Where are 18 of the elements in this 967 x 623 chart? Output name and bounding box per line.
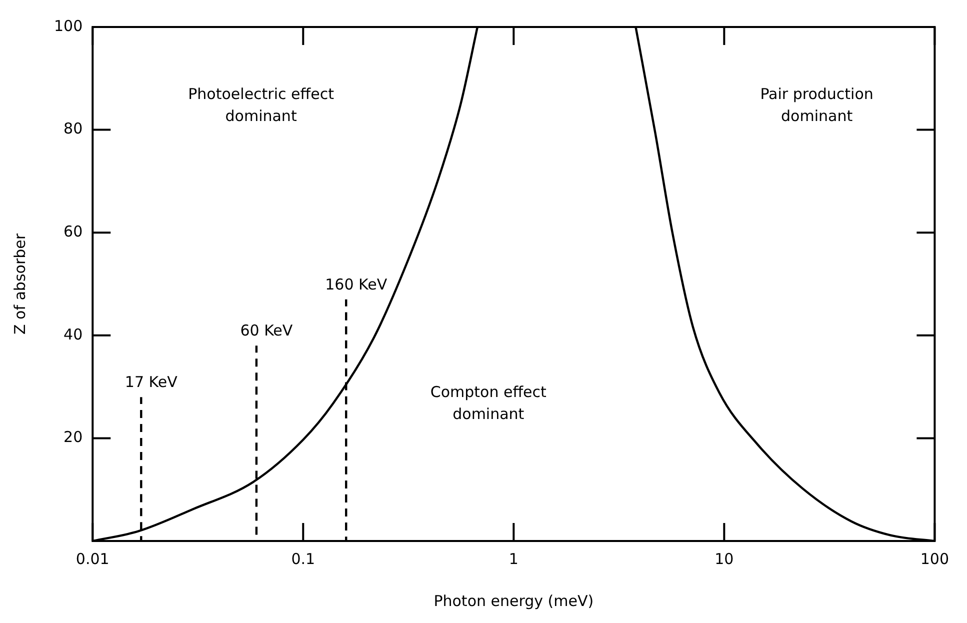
annotation: Photoelectric effect dominant <box>188 84 334 125</box>
annotation: 160 KeV <box>325 275 388 294</box>
y-tick-label: 80 <box>64 120 83 138</box>
y-tick-label: 60 <box>64 222 83 240</box>
x-tick-label: 10 <box>714 550 734 568</box>
x-tick-label: 0.1 <box>291 550 316 568</box>
y-tick-label: 40 <box>64 325 83 344</box>
annotation: 17 KeV <box>124 373 178 392</box>
y-tick-label: 100 <box>54 16 83 35</box>
x-tick-label: 0.01 <box>76 550 110 568</box>
x-tick-label: 1 <box>508 550 518 568</box>
x-axis-title: Photon energy (meV) <box>434 592 594 610</box>
annotation: Compton effect dominant <box>430 383 547 424</box>
y-tick-label: 20 <box>64 428 83 446</box>
x-tick-label: 100 <box>920 550 950 568</box>
annotation: Pair production dominant <box>760 84 874 125</box>
y-axis-title: Z of absorber <box>10 232 29 335</box>
annotation: 60 KeV <box>240 322 294 340</box>
